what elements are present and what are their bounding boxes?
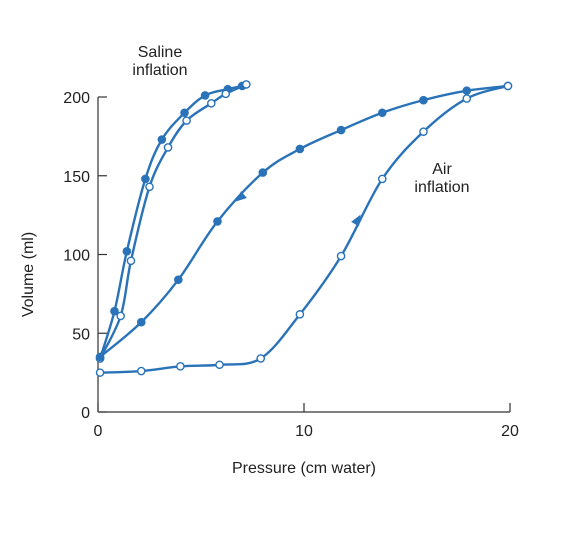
labels: Pressure (cm water)Volume (ml)Salineinfl… (20, 44, 470, 477)
saline-inflation-point (221, 89, 231, 99)
air-inflation-point (136, 366, 146, 376)
air-inflation-point (503, 81, 513, 91)
air-deflation-arrow (235, 191, 247, 202)
x-tick-label: 20 (501, 423, 519, 440)
air-inflation-line (98, 84, 510, 374)
air-deflation-line (98, 84, 510, 359)
curves (98, 83, 510, 374)
air-deflation-point (136, 317, 146, 327)
x-tick-label: 0 (94, 423, 103, 440)
saline-inflation-point (163, 143, 173, 152)
air-inflation-point (215, 360, 224, 370)
y-tick-label: 50 (72, 326, 90, 343)
air-inflation-point (95, 368, 105, 377)
x-axis-label: Pressure (cm water) (232, 460, 376, 477)
air-inflation-point (419, 127, 428, 136)
saline-inflation-point (242, 80, 251, 89)
y-tick-label: 0 (81, 405, 90, 422)
air-inflation-point (176, 362, 185, 371)
air-inflation-point (462, 94, 472, 103)
annotation-air-line: inflation (414, 179, 469, 196)
x-tick-label: 10 (295, 423, 313, 440)
y-tick-label: 200 (63, 90, 90, 107)
saline-deflation-point (141, 174, 150, 184)
air-deflation-point (174, 275, 183, 285)
y-axis-label: Volume (ml) (20, 232, 37, 317)
axes: 0 50 100 150 200 0 10 20 (63, 90, 519, 440)
air-inflation-arrow (351, 214, 361, 227)
air-inflation-point (336, 251, 346, 261)
y-tick-label: 150 (63, 169, 90, 186)
air-deflation-point (258, 168, 268, 177)
air-inflation-arrow-head (351, 214, 361, 227)
annotation-air-line: Air (432, 161, 452, 178)
air-deflation-point (295, 144, 305, 154)
saline-inflation-point (182, 116, 191, 125)
air-inflation-point (377, 174, 387, 184)
air-deflation-point (419, 95, 428, 105)
saline-deflation-point (200, 91, 210, 100)
saline-inflation-point (145, 182, 154, 192)
air-inflation-point (256, 354, 266, 363)
air-deflation-point (336, 125, 346, 135)
saline-inflation-point (126, 256, 136, 266)
air-deflation-point (213, 217, 222, 226)
saline-deflation-point (122, 247, 132, 256)
air-deflation-point (377, 108, 387, 118)
markers (95, 80, 513, 377)
air-deflation-point (462, 86, 472, 95)
air-inflation-point (295, 310, 305, 319)
saline-inflation-point (116, 311, 125, 321)
annotation-saline-line: Saline (138, 44, 183, 61)
air-deflation-point (95, 352, 105, 362)
air-deflation-arrow-head (235, 191, 247, 202)
saline-deflation-point (180, 108, 189, 118)
saline-deflation-point (157, 135, 167, 144)
annotation-saline-line: inflation (132, 62, 187, 79)
saline-deflation-point (110, 306, 119, 316)
saline-inflation-point (206, 99, 216, 108)
y-tick-label: 100 (63, 248, 90, 265)
